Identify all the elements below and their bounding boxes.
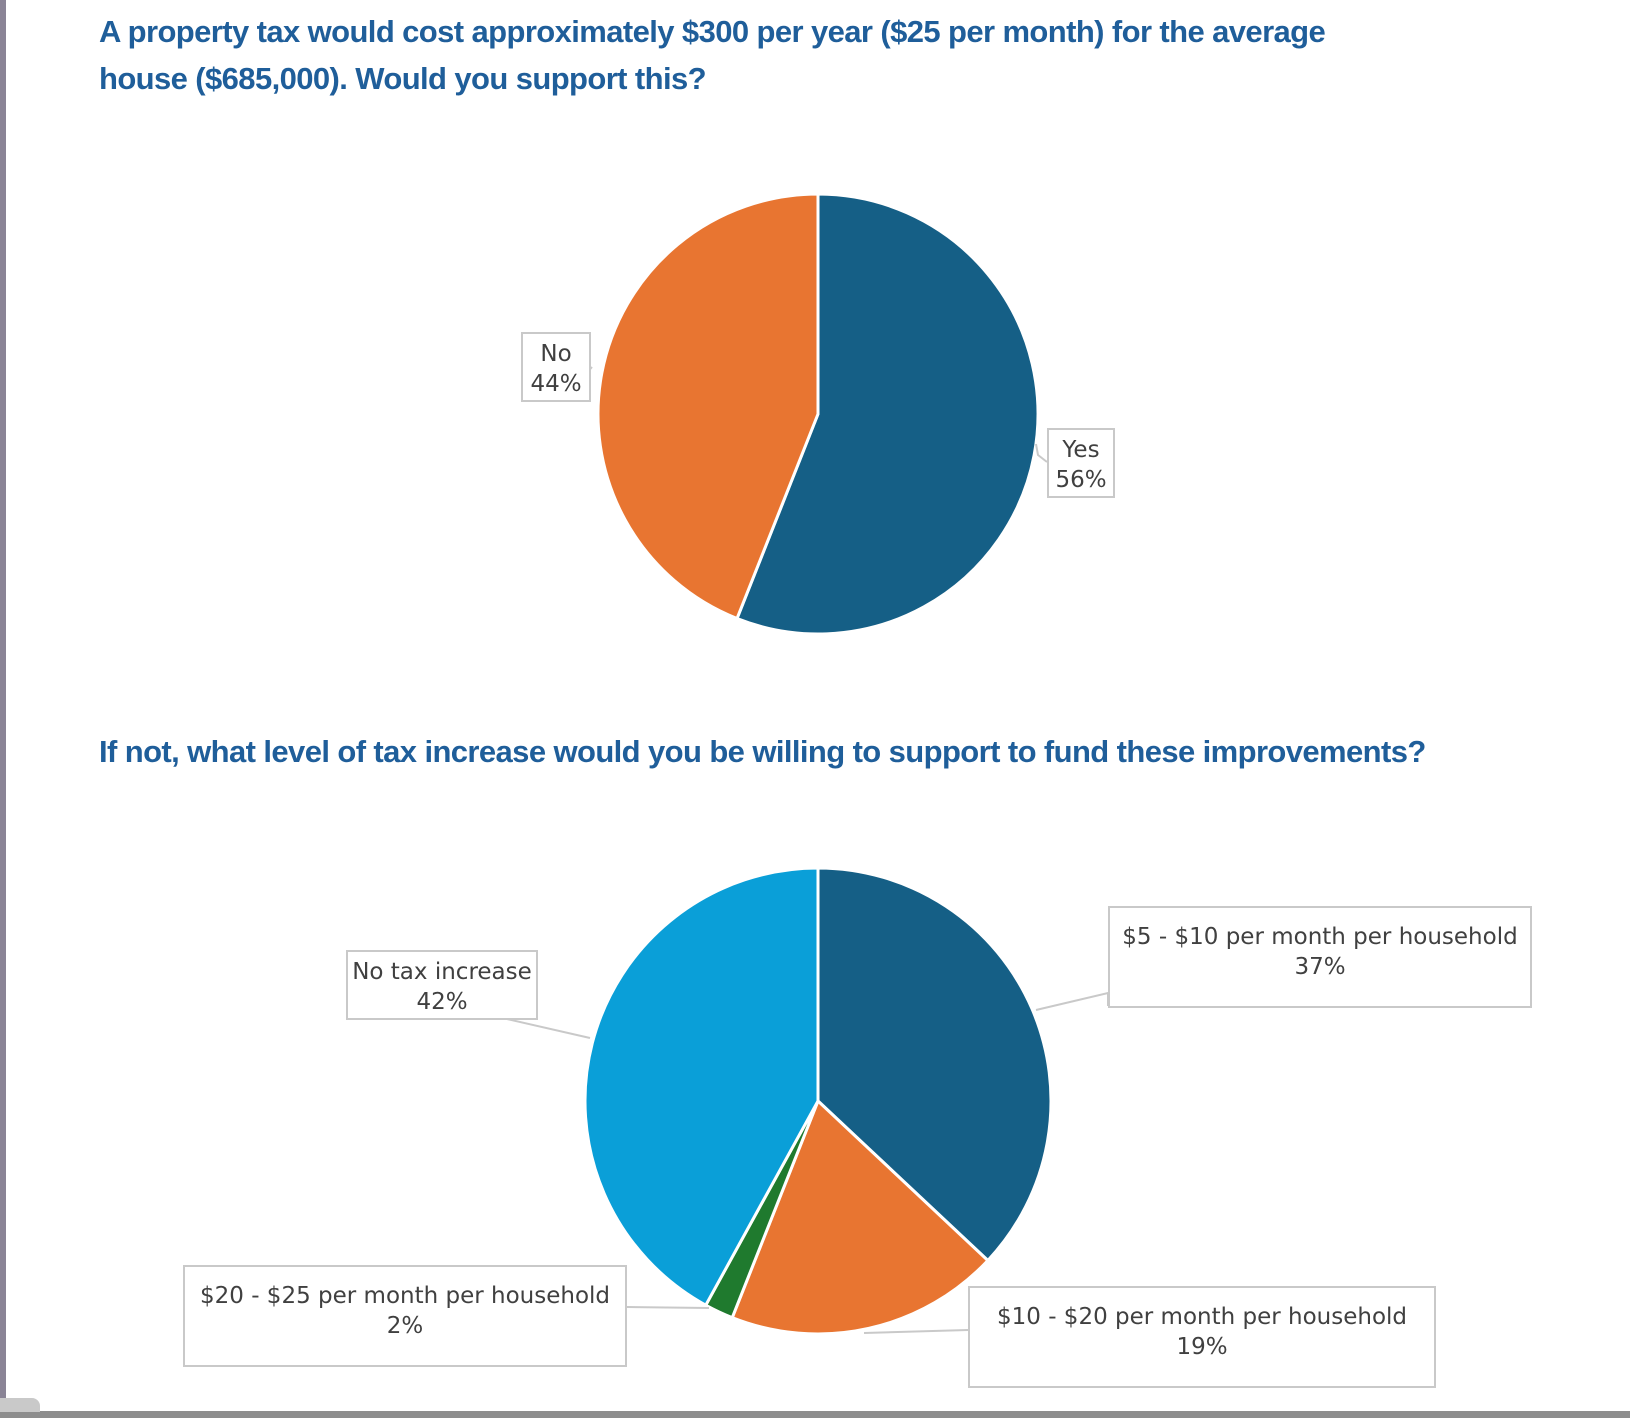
leader-line-10-20 (863, 1329, 969, 1334)
label-no-tax-value: 42% (416, 989, 468, 1015)
label-20-25-name: $20 - $25 per month per household (199, 1283, 611, 1309)
pie-chart-support (575, 192, 1048, 636)
pie1-slice-no (596, 192, 820, 621)
label-no-tax-name: No tax increase (352, 959, 532, 985)
window-corner-tab (0, 1398, 40, 1412)
leader-line-no-tax (506, 1018, 591, 1039)
data-label-20-25: $20 - $25 per month per household 2% (183, 1265, 627, 1367)
label-5-10-value: 37% (1294, 954, 1346, 980)
bottom-border (0, 1411, 1630, 1418)
label-10-20-value: 19% (1176, 1334, 1228, 1360)
left-border (0, 0, 6, 1418)
pie-chart-tax-level (506, 866, 1109, 1336)
data-label-10-20: $10 - $20 per month per household 19% (968, 1286, 1436, 1388)
pie2-slice-5-10-per-month-per-household (816, 866, 1053, 1262)
pie1-slice-yes (735, 192, 1040, 636)
label-no-value: 44% (530, 371, 582, 397)
leader-line-yes (1035, 443, 1048, 463)
leader-line-5-10 (1035, 991, 1109, 1011)
data-label-no: No 44% (521, 332, 591, 402)
label-yes-name: Yes (1062, 437, 1100, 463)
data-label-no-tax: No tax increase 42% (346, 950, 538, 1020)
data-label-yes: Yes 56% (1047, 428, 1115, 498)
label-yes-value: 56% (1055, 467, 1107, 493)
label-10-20-name: $10 - $20 per month per household (996, 1304, 1408, 1330)
pie2-slice-no-tax-increase (583, 866, 820, 1307)
chart-title-tax-level: If not, what level of tax increase would… (99, 734, 1426, 769)
chart-title-property-tax: A property tax would cost approximately … (99, 14, 1326, 96)
label-no-name: No (540, 341, 572, 367)
label-5-10-name: $5 - $10 per month per household (1122, 924, 1518, 950)
label-20-25-value: 2% (386, 1313, 424, 1339)
leader-line-20-25 (626, 1306, 710, 1309)
data-label-5-10: $5 - $10 per month per household 37% (1108, 906, 1532, 1008)
